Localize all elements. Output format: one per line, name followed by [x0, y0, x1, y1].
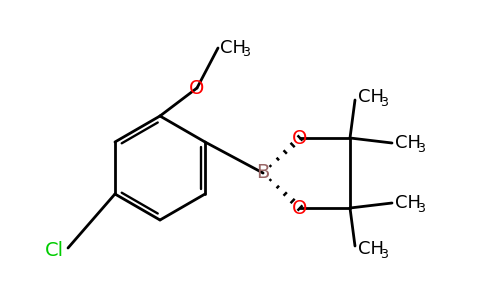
- Text: O: O: [292, 128, 308, 148]
- Text: O: O: [189, 79, 205, 98]
- Text: 3: 3: [380, 95, 388, 109]
- Text: Cl: Cl: [45, 241, 64, 260]
- Text: 3: 3: [380, 248, 388, 260]
- Text: B: B: [257, 164, 270, 182]
- Text: CH: CH: [395, 194, 421, 212]
- Text: 3: 3: [242, 46, 250, 59]
- Text: CH: CH: [358, 88, 384, 106]
- Text: CH: CH: [395, 134, 421, 152]
- Text: CH: CH: [358, 240, 384, 258]
- Text: CH: CH: [220, 39, 246, 57]
- Text: 3: 3: [417, 202, 425, 214]
- Text: 3: 3: [417, 142, 425, 154]
- Text: O: O: [292, 199, 308, 218]
